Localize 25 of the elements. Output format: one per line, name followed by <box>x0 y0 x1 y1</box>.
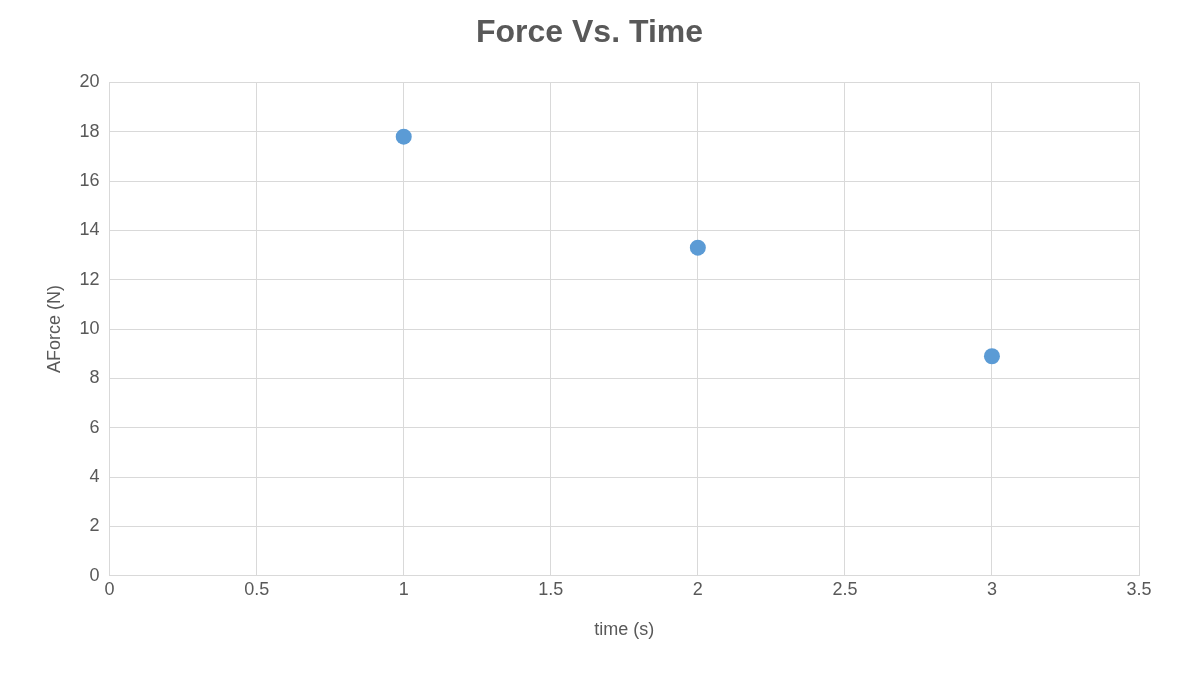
x-tick-label: 3.5 <box>1126 578 1152 599</box>
x-tick-label: 2 <box>692 578 703 599</box>
x-tick-label: 2.5 <box>832 578 858 599</box>
y-tick-label: 0 <box>89 564 100 585</box>
y-tick-label: 20 <box>79 71 100 92</box>
x-tick-label: 1.5 <box>538 578 564 599</box>
y-tick-label: 10 <box>79 318 100 339</box>
y-tick-label: 6 <box>89 416 100 437</box>
y-tick-label: 18 <box>79 120 100 141</box>
x-tick-label: 3 <box>986 578 997 599</box>
y-tick-label: 8 <box>89 367 100 388</box>
y-tick-label: 16 <box>79 170 100 191</box>
x-tick-label: 0 <box>104 578 115 599</box>
y-tick-label: 14 <box>79 219 100 240</box>
point <box>395 128 412 145</box>
point <box>689 239 706 256</box>
y-tick-label: 2 <box>89 515 100 536</box>
x-tick-label: 1 <box>398 578 409 599</box>
y-axis-title: AForce (N) <box>43 285 64 374</box>
y-tick-label: 12 <box>79 268 100 289</box>
point <box>983 348 1000 365</box>
x-axis-title: time (s) <box>594 619 655 640</box>
chart-title: Force Vs. Time <box>475 13 704 50</box>
x-tick-label: 0.5 <box>244 578 270 599</box>
y-tick-label: 4 <box>89 466 100 487</box>
